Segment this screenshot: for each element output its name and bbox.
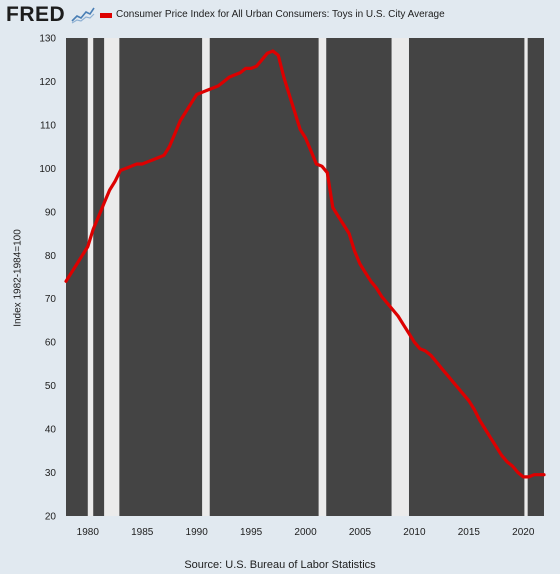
source-note: Source: U.S. Bureau of Labor Statistics xyxy=(184,559,376,571)
y-tick-label: 30 xyxy=(45,468,57,479)
x-tick-label: 2000 xyxy=(294,527,317,538)
y-tick-label: 120 xyxy=(39,77,56,88)
recession-band xyxy=(104,38,120,516)
x-tick-label: 2015 xyxy=(458,527,481,538)
header: FRED Consumer Price Index for All Urban … xyxy=(0,0,560,34)
recession-band xyxy=(391,38,409,516)
recession-band xyxy=(202,38,210,516)
recession-band xyxy=(318,38,327,516)
fred-logo[interactable]: FRED xyxy=(6,3,66,26)
y-tick-label: 60 xyxy=(45,338,57,349)
recession-band xyxy=(524,38,528,516)
y-tick-label: 40 xyxy=(45,425,57,436)
x-tick-label: 2005 xyxy=(349,527,372,538)
x-tick-label: 1990 xyxy=(186,527,209,538)
y-tick-label: 70 xyxy=(45,294,57,305)
legend-label: Consumer Price Index for All Urban Consu… xyxy=(116,9,445,20)
x-tick-label: 1995 xyxy=(240,527,263,538)
y-tick-label: 20 xyxy=(45,512,57,523)
recession-bands xyxy=(87,38,528,516)
x-tick-label: 2020 xyxy=(512,527,535,538)
x-tick-label: 2010 xyxy=(403,527,426,538)
x-tick-label: 1980 xyxy=(77,527,100,538)
series-lines xyxy=(64,49,546,479)
line-graph-icon xyxy=(71,7,95,24)
y-tick-label: 130 xyxy=(39,34,56,45)
y-tick-label: 100 xyxy=(39,164,56,175)
legend-swatch xyxy=(100,13,112,18)
y-axis-ticks: 20 30 40 50 60 70 80 90 100 110 120 130 xyxy=(39,34,56,523)
y-tick-label: 110 xyxy=(40,120,56,131)
recession-band xyxy=(87,38,94,516)
x-axis-ticks: 1980 1985 1990 1995 2000 2005 2010 2015 2020 xyxy=(77,527,535,538)
plot-background xyxy=(66,38,544,516)
y-tick-label: 50 xyxy=(45,381,57,392)
x-tick-label: 1985 xyxy=(131,527,154,538)
series-line xyxy=(64,49,546,479)
y-axis-label: Index 1982-1984=100 xyxy=(12,229,24,327)
y-tick-label: 80 xyxy=(45,251,57,262)
y-tick-label: 90 xyxy=(45,207,57,218)
